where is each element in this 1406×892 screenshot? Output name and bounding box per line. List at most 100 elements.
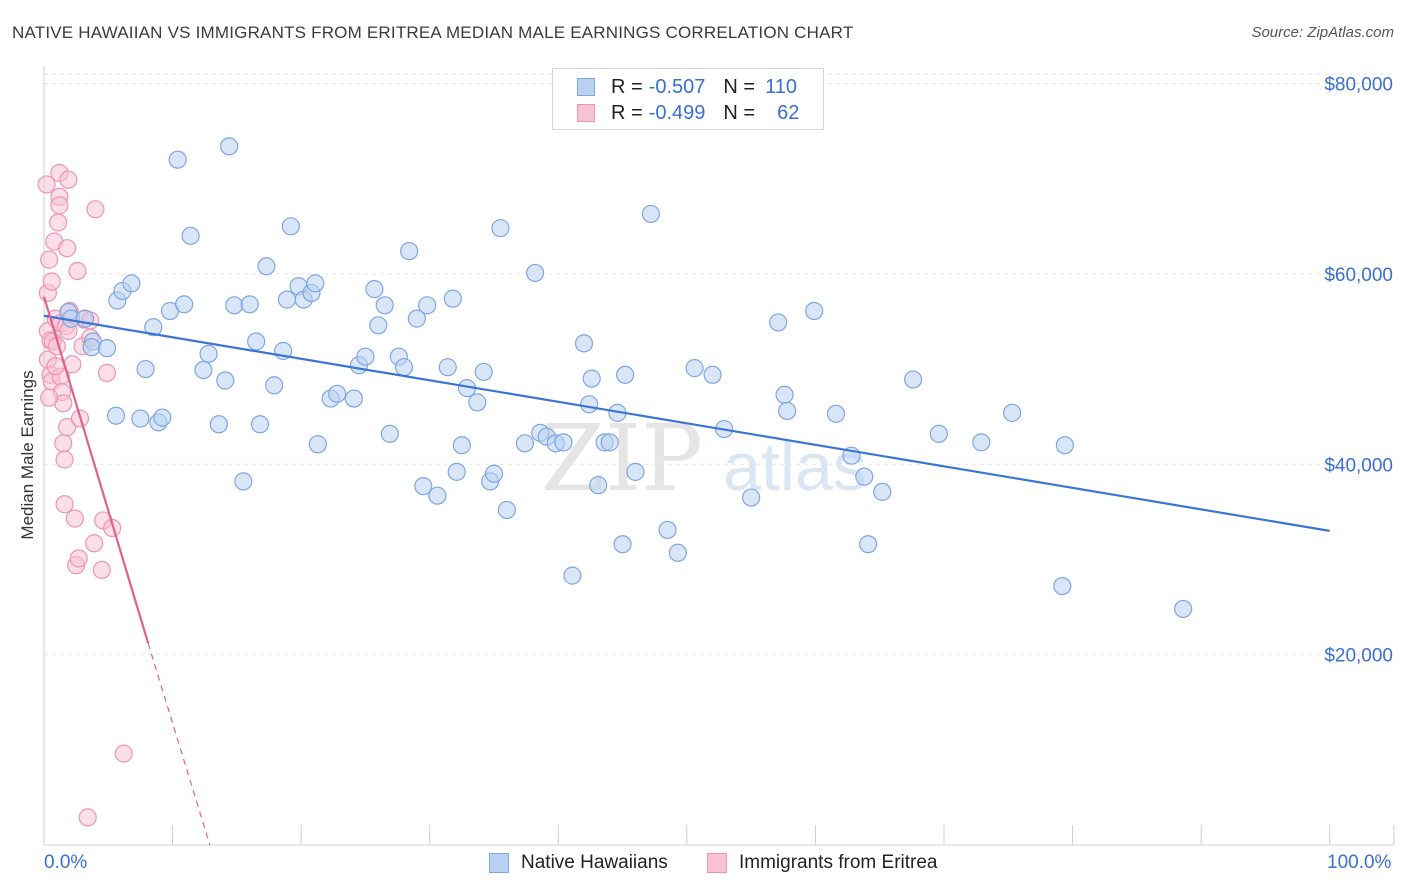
data-point	[308, 435, 327, 454]
grid-lines	[44, 73, 1394, 656]
trend-line-extension	[147, 643, 211, 846]
trend-line	[42, 296, 150, 644]
legend-n-label: N =	[723, 75, 756, 98]
data-point	[220, 137, 239, 156]
data-point	[122, 274, 141, 293]
data-point	[250, 415, 270, 434]
data-point	[356, 347, 375, 366]
series-legend-label: Immigrants from Eritrea	[739, 852, 938, 873]
data-point	[775, 385, 794, 404]
data-point	[114, 744, 133, 763]
chart-source: Source: ZipAtlas.com	[1251, 24, 1394, 41]
data-point	[580, 395, 599, 414]
data-point	[85, 534, 104, 553]
data-point	[97, 363, 117, 382]
data-point	[37, 175, 56, 194]
data-point	[257, 257, 276, 276]
legend-row-native-hawaiians: R = -0.507 N = 110	[577, 74, 797, 100]
data-point	[873, 482, 892, 501]
chart-title: NATIVE HAWAIIAN VS IMMIGRANTS FROM ERITR…	[12, 23, 854, 42]
data-point	[616, 365, 635, 384]
data-point	[394, 358, 414, 377]
data-point	[281, 217, 300, 236]
data-point	[418, 296, 437, 315]
data-point	[234, 472, 253, 491]
data-point	[106, 406, 126, 425]
series-legend-eritrea[interactable]: Immigrants from Eritrea	[707, 852, 937, 874]
data-point	[400, 241, 419, 261]
data-point	[443, 289, 462, 308]
data-point	[589, 476, 608, 495]
y-tick-label: $60,000	[1324, 265, 1393, 286]
data-point	[344, 389, 363, 408]
data-point	[1055, 436, 1074, 455]
data-point	[153, 408, 172, 427]
series-legend-label: Native Hawaiians	[521, 852, 668, 873]
watermark: ZIP atlas	[541, 405, 867, 512]
y-tick-label: $40,000	[1324, 455, 1393, 476]
data-point	[68, 261, 87, 281]
data-point	[46, 357, 65, 376]
x-tick-label-min: 0.0%	[44, 852, 88, 873]
data-point	[626, 462, 645, 481]
data-point	[1174, 599, 1193, 619]
data-point	[484, 464, 504, 483]
data-point	[50, 196, 69, 215]
series-eritrea-points	[37, 163, 133, 827]
data-point	[563, 566, 582, 585]
data-point	[428, 486, 447, 505]
data-point	[144, 318, 163, 337]
data-point	[78, 808, 97, 827]
data-point	[92, 560, 111, 580]
data-point	[55, 450, 74, 469]
data-point	[86, 200, 105, 219]
series-legend-native-hawaiians[interactable]: Native Hawaiians	[489, 852, 668, 874]
legend-n-label: N =	[723, 101, 756, 124]
series-native-hawaiians-points	[59, 137, 1193, 619]
data-point	[904, 370, 923, 389]
y-tick-labels: $20,000 $40,000 $60,000 $80,000	[1324, 75, 1393, 667]
data-point	[181, 226, 200, 245]
data-point	[972, 433, 991, 452]
data-point	[491, 219, 510, 238]
data-point	[859, 535, 878, 554]
data-point	[742, 488, 761, 507]
data-point	[826, 404, 846, 423]
legend-r-label: R =	[611, 75, 643, 98]
data-point	[778, 401, 797, 421]
legend-swatch-pink	[577, 104, 595, 122]
legend-n-value: 110	[765, 75, 797, 98]
legend-swatch-blue	[577, 78, 595, 96]
data-point	[82, 338, 101, 357]
data-point	[658, 520, 677, 540]
correlation-legend: R = -0.507 N = 110 R = -0.499 N = 62	[552, 68, 824, 130]
data-point	[929, 424, 948, 443]
data-point	[69, 549, 88, 568]
data-point	[474, 362, 493, 382]
trend-lines	[42, 296, 1330, 846]
data-point	[805, 301, 824, 321]
data-point	[59, 170, 78, 189]
data-point	[365, 280, 384, 299]
data-point	[240, 295, 259, 314]
data-point	[515, 434, 534, 453]
data-point	[58, 239, 77, 258]
data-point	[209, 415, 228, 434]
legend-row-eritrea: R = -0.499 N = 62	[577, 100, 799, 126]
data-point	[247, 332, 266, 351]
data-point	[497, 500, 516, 520]
data-point	[574, 334, 594, 353]
legend-n-value: 62	[777, 101, 800, 124]
x-tick-label-max: 100.0%	[1327, 852, 1392, 873]
y-tick-label: $20,000	[1324, 646, 1393, 667]
data-point	[65, 509, 84, 528]
data-point	[685, 359, 704, 378]
data-point	[194, 360, 213, 380]
data-point	[40, 388, 59, 407]
data-point	[328, 384, 347, 403]
data-point	[380, 424, 399, 443]
data-point	[1003, 403, 1022, 422]
data-point	[668, 543, 687, 562]
watermark-zip: ZIP	[541, 405, 703, 512]
